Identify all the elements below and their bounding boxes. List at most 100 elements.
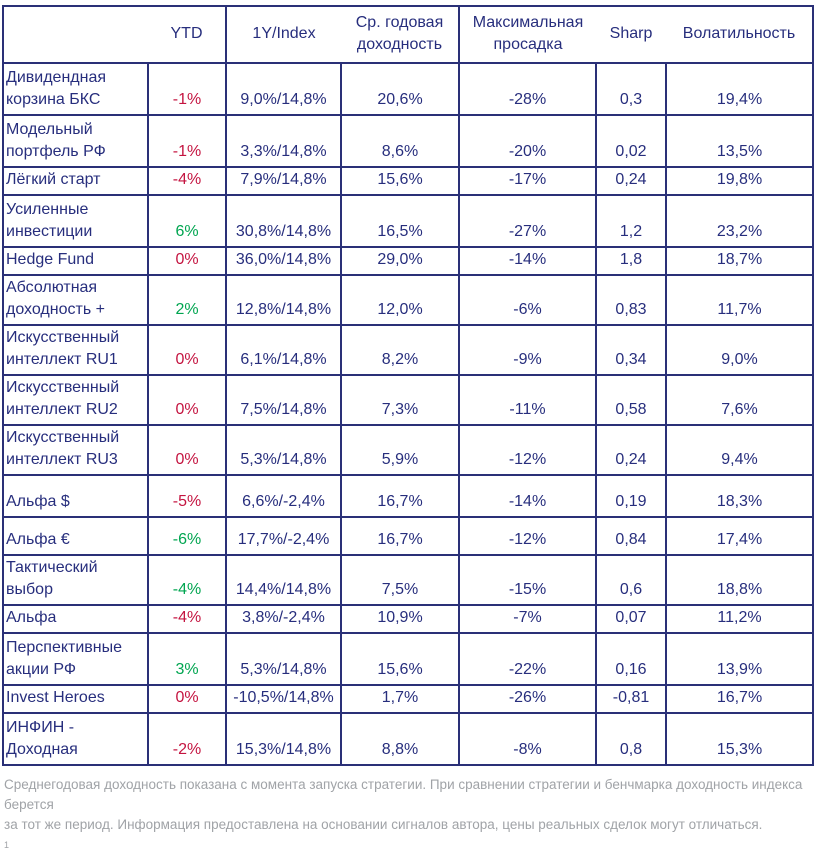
strategy-name-cell: Альфа [2,604,149,634]
sharp-cell: 0,16 [595,632,667,686]
volatility-cell: 13,9% [665,632,814,686]
1y-index-cell: 7,5%/14,8% [225,374,342,426]
ytd-cell: -4% [147,604,227,634]
table-row: Тактический выбор -4% 14,4%/14,8% 7,5% -15% 0… [2,554,814,606]
ytd-cell: -5% [147,474,227,518]
table-row: Искусственный интеллект RU3 0% 5,3%/14,8% 5… [2,424,814,476]
1y-index-cell: 5,3%/14,8% [225,424,342,476]
avg-annual-return-cell: 16,5% [340,194,460,248]
sharp-cell: 0,34 [595,324,667,376]
avg-annual-return-cell: 20,6% [340,62,460,116]
volatility-cell: 9,0% [665,324,814,376]
table-row: Альфа -4% 3,8%/-2,4% 10,9% -7% 0,07 11,2% [2,604,814,634]
volatility-cell: 9,4% [665,424,814,476]
avg-annual-return-cell: 29,0% [340,246,460,276]
1y-index-cell: 6,6%/-2,4% [225,474,342,518]
max-drawdown-cell: -9% [458,324,597,376]
strategy-name-cell: Усиленные инвестиции [2,194,149,248]
avg-annual-return-cell: 8,2% [340,324,460,376]
strategy-name-cell: Лёгкий старт [2,166,149,196]
volatility-cell: 15,3% [665,712,814,766]
header-volatility: Волатильность [665,5,814,64]
sharp-cell: 0,6 [595,554,667,606]
table-row: Альфа € -6% 17,7%/-2,4% 16,7% -12% 0,84 17,4% [2,516,814,556]
header-ytd: YTD [147,5,227,64]
avg-annual-return-cell: 15,6% [340,166,460,196]
avg-annual-return-cell: 16,7% [340,516,460,556]
volatility-cell: 11,2% [665,604,814,634]
strategy-name-cell: Тактический выбор [2,554,149,606]
table-row: Дивидендная корзина БКС -1% 9,0%/14,8% 20,6… [2,62,814,116]
strategy-name-cell: Искусственный интеллект RU1 [2,324,149,376]
ytd-cell: -1% [147,114,227,168]
ytd-cell: 6% [147,194,227,248]
ytd-cell: 0% [147,246,227,276]
sharp-cell: 0,8 [595,712,667,766]
strategies-performance-table: YTD 1Y/Index Ср. годовая доходность Макс… [2,5,814,766]
ytd-cell: -2% [147,712,227,766]
1y-index-cell: 30,8%/14,8% [225,194,342,248]
1y-index-cell: 15,3%/14,8% [225,712,342,766]
header-max-drawdown: Максимальная просадка [458,5,596,64]
avg-annual-return-cell: 7,3% [340,374,460,426]
1y-index-cell: 12,8%/14,8% [225,274,342,326]
disclaimer-line-1: Среднегодовая доходность показана с моме… [4,777,803,812]
table-row: Лёгкий старт -4% 7,9%/14,8% 15,6% -17% 0,24 19… [2,166,814,196]
ytd-cell: 3% [147,632,227,686]
sharp-cell: 0,24 [595,166,667,196]
header-1y-index: 1Y/Index [225,5,341,64]
table-row: Invest Heroes 0% -10,5%/14,8% 1,7% -26% -0,81… [2,684,814,714]
1y-index-cell: -10,5%/14,8% [225,684,342,714]
strategy-name-cell: Invest Heroes [2,684,149,714]
ytd-cell: -6% [147,516,227,556]
table-row: Абсолютная доходность +2% 12,8%/14,8% 12,0… [2,274,814,326]
avg-annual-return-cell: 12,0% [340,274,460,326]
sharp-cell: 0,07 [595,604,667,634]
strategy-name-cell: Альфа € [2,516,149,556]
max-drawdown-cell: -28% [458,62,597,116]
sharp-cell: 0,24 [595,424,667,476]
strategy-name-cell: Hedge Fund [2,246,149,276]
1y-index-cell: 36,0%/14,8% [225,246,342,276]
volatility-cell: 16,7% [665,684,814,714]
sharp-cell: 1,8 [595,246,667,276]
strategy-rows: Дивидендная корзина БКС -1% 9,0%/14,8% 20,6… [2,62,814,766]
header-sharp: Sharp [595,5,666,64]
1y-index-cell: 7,9%/14,8% [225,166,342,196]
max-drawdown-cell: -26% [458,684,597,714]
ytd-cell: 0% [147,374,227,426]
table-row: Hedge Fund 0% 36,0%/14,8% 29,0% -14% 1,8 18,7% [2,246,814,276]
1y-index-cell: 5,3%/14,8% [225,632,342,686]
strategy-name-cell: Абсолютная доходность + [2,274,149,326]
max-drawdown-cell: -12% [458,424,597,476]
header-avg-annual-return: Ср. годовая доходность [340,5,460,64]
max-drawdown-cell: -12% [458,516,597,556]
avg-annual-return-cell: 15,6% [340,632,460,686]
1y-index-cell: 6,1%/14,8% [225,324,342,376]
max-drawdown-cell: -17% [458,166,597,196]
max-drawdown-cell: -20% [458,114,597,168]
strategy-name-cell: Перспективные акции РФ [2,632,149,686]
strategy-name-cell: Искусственный интеллект RU2 [2,374,149,426]
header-strategy [2,5,148,64]
sharp-cell: 0,84 [595,516,667,556]
avg-annual-return-cell: 16,7% [340,474,460,518]
ytd-cell: 0% [147,684,227,714]
sharp-cell: 0,19 [595,474,667,518]
table-row: Модельный портфель РФ -1% 3,3%/14,8% 8,6% -2… [2,114,814,168]
1y-index-cell: 9,0%/14,8% [225,62,342,116]
ytd-cell: 2% [147,274,227,326]
strategy-name-cell: Альфа $ [2,474,149,518]
avg-annual-return-cell: 1,7% [340,684,460,714]
max-drawdown-cell: -6% [458,274,597,326]
strategy-name-cell: Модельный портфель РФ [2,114,149,168]
footnote-marker: 1 [4,840,10,850]
1y-index-cell: 17,7%/-2,4% [225,516,342,556]
sharp-cell: 0,02 [595,114,667,168]
sharp-cell: -0,81 [595,684,667,714]
volatility-cell: 11,7% [665,274,814,326]
sharp-cell: 0,83 [595,274,667,326]
table-row: Усиленные инвестиции 6% 30,8%/14,8% 16,5% -2… [2,194,814,248]
volatility-cell: 18,8% [665,554,814,606]
